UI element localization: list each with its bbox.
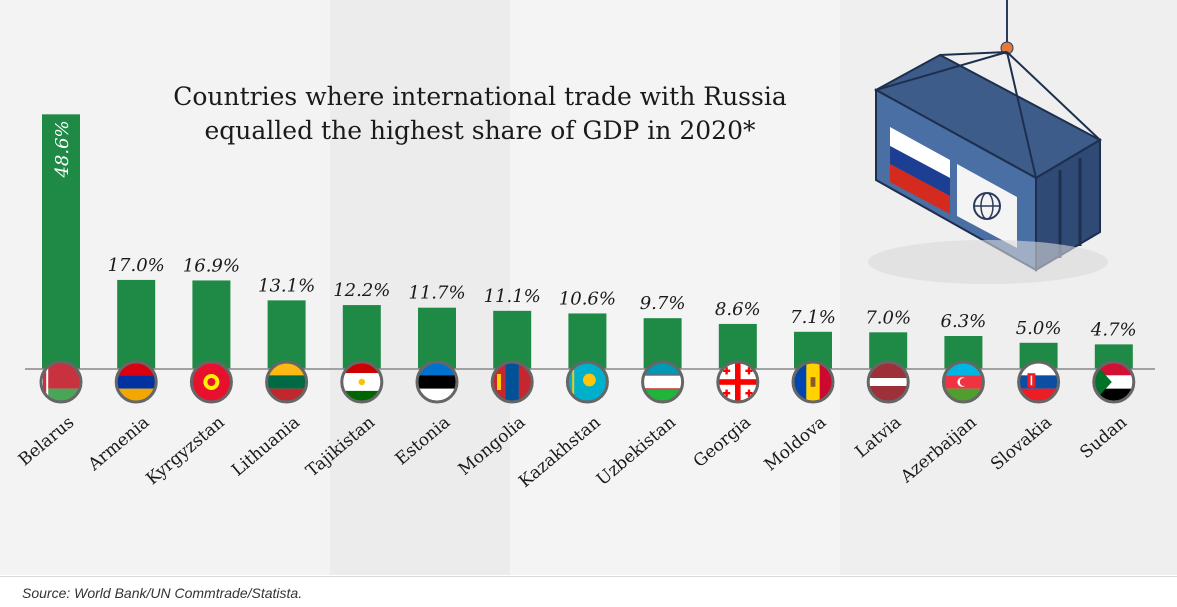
background-panel xyxy=(510,0,840,575)
flag-ring xyxy=(1092,360,1136,404)
flag-ring xyxy=(716,360,760,404)
value-label-sudan: 4.7% xyxy=(1090,319,1137,340)
flag-ring xyxy=(265,360,309,404)
russia-flag-icon xyxy=(890,127,950,214)
value-label-armenia: 17.0% xyxy=(108,255,165,276)
category-label-mongolia: Mongolia xyxy=(455,413,530,480)
flag-ring xyxy=(641,360,685,404)
value-label-tajikistan: 12.2% xyxy=(333,280,390,301)
bar-kyrgyzstan xyxy=(192,280,231,369)
value-label-azerbaijan: 6.3% xyxy=(941,311,987,332)
value-label-estonia: 11.7% xyxy=(408,283,465,304)
category-label-slovakia: Slovakia xyxy=(987,413,1056,475)
value-label-uzbekistan: 9.7% xyxy=(640,293,686,314)
category-label-estonia: Estonia xyxy=(392,413,454,470)
bar-tajikistan xyxy=(342,305,381,369)
category-label-belarus: Belarus xyxy=(15,413,78,471)
title-line-2: equalled the highest share of GDP in 202… xyxy=(204,116,756,145)
bars-layer xyxy=(42,114,1133,369)
category-label-lithuania: Lithuania xyxy=(228,413,304,481)
category-label-armenia: Armenia xyxy=(84,413,154,476)
value-label-kyrgyzstan: 16.9% xyxy=(183,255,240,276)
flag-ring xyxy=(340,360,384,404)
category-label-tajikistan: Tajikistan xyxy=(302,412,379,481)
bar-lithuania xyxy=(267,300,306,369)
category-label-georgia: Georgia xyxy=(690,413,755,472)
value-label-mongolia: 11.1% xyxy=(484,286,541,307)
value-label-moldova: 7.1% xyxy=(790,307,836,328)
value-label-georgia: 8.6% xyxy=(715,299,761,320)
flag-ring xyxy=(866,360,910,404)
bar-kazakhstan xyxy=(568,313,607,369)
category-label-latvia: Latvia xyxy=(852,413,906,463)
value-label-lithuania: 13.1% xyxy=(258,275,315,296)
category-label-moldova: Moldova xyxy=(761,413,830,476)
flag-ring xyxy=(490,360,534,404)
value-label-slovakia: 5.0% xyxy=(1016,318,1062,339)
bar-chart: 48.6% 17.0% 16.9% 13.1% 12.2% 11.7% 11.1% 10.6%… xyxy=(15,0,1155,492)
category-label-sudan: Sudan xyxy=(1076,412,1131,462)
flag-ring xyxy=(565,360,609,404)
category-label-uzbekistan: Uzbekistan xyxy=(593,412,680,489)
flag-ring xyxy=(39,360,83,404)
flag-ring xyxy=(189,360,233,404)
category-label-azerbaijan: Azerbaijan xyxy=(896,412,980,487)
title-line-1: Countries where international trade with… xyxy=(173,82,787,111)
globe-icon xyxy=(957,164,1017,248)
value-label-belarus: 48.6% xyxy=(52,120,73,178)
flag-ring xyxy=(1017,360,1061,404)
value-label-latvia: 7.0% xyxy=(865,307,911,328)
flag-ring xyxy=(415,360,459,404)
tajikistan-flag-icon xyxy=(341,362,382,402)
flag-ring xyxy=(114,360,158,404)
flags-layer xyxy=(39,360,1136,404)
category-label-kazakhstan: Kazakhstan xyxy=(515,412,604,492)
bar-estonia xyxy=(418,307,456,369)
value-labels: 48.6% 17.0% 16.9% 13.1% 12.2% 11.7% 11.1% 10.6%… xyxy=(52,120,1137,340)
value-label-kazakhstan: 10.6% xyxy=(559,288,616,309)
bar-mongolia xyxy=(493,310,532,369)
background-panel xyxy=(330,0,510,575)
source-note: Source: World Bank/UN Commtrade/Statista… xyxy=(22,585,303,601)
chart-title: Countries where international trade with… xyxy=(120,80,840,148)
category-label-kyrgyzstan: Kyrgyzstan xyxy=(143,412,229,489)
shipping-container-icon xyxy=(868,0,1108,284)
bar-belarus xyxy=(42,114,80,369)
flag-ring xyxy=(791,360,835,404)
footer-divider xyxy=(0,576,1177,577)
bar-armenia xyxy=(117,279,156,369)
flag-ring xyxy=(941,360,985,404)
